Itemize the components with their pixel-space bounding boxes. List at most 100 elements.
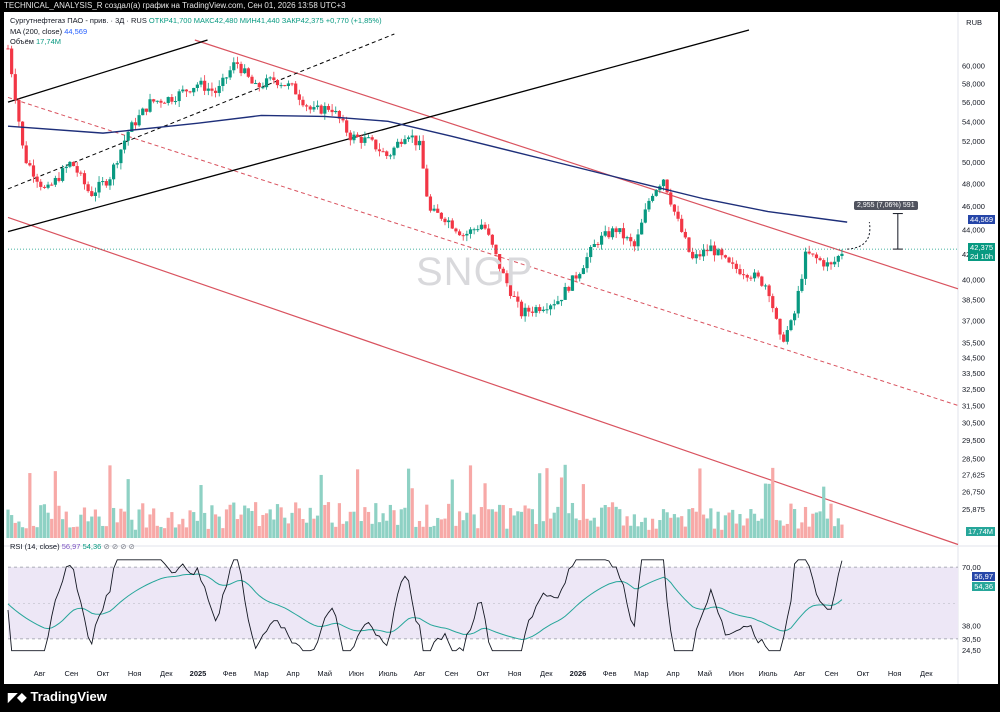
- volume-bar: [694, 511, 698, 538]
- volume-bar: [527, 508, 531, 538]
- candle-body: [173, 101, 178, 103]
- uptrend-mid-dashed-line: [7, 33, 395, 190]
- candle-body: [428, 196, 433, 211]
- legend-ma[interactable]: MA (200, close) 44,569: [10, 27, 87, 37]
- volume-bar: [581, 484, 585, 538]
- candle-body: [39, 181, 43, 187]
- rsi-line: [7, 559, 843, 652]
- candle-body: [152, 99, 156, 102]
- volume-bar: [439, 519, 443, 538]
- time-tick-label: Дек: [920, 669, 933, 678]
- candle-body: [774, 308, 778, 319]
- candle-body: [425, 168, 429, 197]
- volume-bar: [42, 504, 47, 538]
- volume-bar: [465, 512, 469, 538]
- candle-body: [6, 48, 10, 50]
- candle-body: [392, 147, 396, 156]
- chart-panel[interactable]: 60,000 58,000 56,000 54,000 52,000 50,000 48,0…: [4, 12, 998, 684]
- measure-tooltip: 2,955 (7,06%) 591: [854, 201, 918, 210]
- price-chart-svg[interactable]: 60,000 58,000 56,000 54,000 52,000 50,000 48,0…: [4, 12, 998, 684]
- volume-bar: [650, 518, 655, 538]
- volume-bar: [275, 504, 280, 538]
- candle-body: [31, 165, 36, 177]
- volume-bar: [254, 502, 258, 538]
- candle-body: [272, 77, 276, 81]
- volume-bar: [541, 521, 545, 538]
- candle-body: [581, 268, 585, 275]
- candle-body: [570, 275, 575, 291]
- volume-bar: [221, 528, 225, 538]
- candle-body: [275, 80, 280, 86]
- volume-bar: [516, 511, 520, 538]
- candle-body: [559, 299, 564, 302]
- volume-bar: [749, 509, 753, 538]
- candle-body: [833, 261, 837, 265]
- legend-ohlc: ОТКР41,700 МАКС42,480 МИН41,440 ЗАКР42,3…: [148, 16, 382, 25]
- time-tick-label: Дек: [160, 669, 173, 678]
- volume-bar: [330, 522, 334, 538]
- volume-bar: [308, 507, 312, 538]
- legend-rsi[interactable]: RSI (14, close) 56,97 54,36 ⊘ ⊘ ⊘ ⊘: [10, 542, 135, 552]
- volume-bar: [701, 514, 706, 538]
- volume-bar: [71, 527, 76, 538]
- candle-body: [436, 208, 440, 213]
- candle-body: [104, 181, 108, 186]
- candle-body: [807, 251, 811, 254]
- volume-bar: [159, 526, 163, 538]
- volume-bar: [734, 523, 738, 538]
- currency-label[interactable]: RUB: [966, 18, 982, 27]
- candles-group: [6, 44, 844, 345]
- candle-body: [42, 186, 47, 188]
- volume-bar: [796, 528, 800, 538]
- volume-bar: [239, 514, 243, 538]
- volume-bar: [155, 525, 159, 538]
- volume-bar: [337, 503, 341, 538]
- time-tick-label: 2026: [570, 669, 587, 678]
- candle-body: [359, 136, 363, 143]
- volume-bar: [447, 503, 451, 538]
- candle-body: [523, 307, 527, 317]
- volume-bar: [257, 526, 261, 538]
- candle-body: [217, 85, 221, 93]
- candle-body: [406, 137, 411, 140]
- volume-bar: [305, 522, 309, 538]
- volume-bar: [104, 526, 108, 538]
- candle-body: [822, 260, 826, 267]
- volume-bar: [450, 479, 454, 538]
- volume-bar: [166, 517, 170, 538]
- price-tick-label: 56,000: [962, 98, 985, 107]
- volume-bar: [39, 505, 43, 538]
- candle-body: [228, 70, 232, 78]
- volume-bar: [203, 512, 207, 538]
- volume-bar: [195, 520, 199, 538]
- candle-body: [192, 87, 196, 93]
- time-tick-label: Сен: [64, 669, 78, 678]
- tradingview-footer[interactable]: ◤◆ TradingView: [8, 686, 107, 708]
- volume-bar: [567, 513, 571, 538]
- candle-body: [352, 134, 356, 141]
- price-tick-label: 40,000: [962, 276, 985, 285]
- volume-bar: [246, 508, 250, 538]
- candle-body: [818, 258, 822, 261]
- volume-bar: [559, 477, 564, 538]
- candle-body: [661, 179, 666, 187]
- volume-bar: [250, 510, 254, 538]
- volume-bar: [130, 519, 134, 538]
- candle-body: [494, 244, 498, 255]
- legend-symbol[interactable]: Сургутнефтегаз ПАО - прив. · 3Д · RUS ОТ…: [10, 16, 382, 26]
- volume-bar: [162, 528, 167, 538]
- legend-rsi-settings-icons[interactable]: ⊘ ⊘ ⊘ ⊘: [103, 542, 135, 551]
- candle-body: [35, 176, 39, 182]
- volume-bar: [363, 507, 367, 538]
- candle-body: [756, 272, 760, 277]
- candle-body: [763, 285, 768, 287]
- volume-bar: [133, 529, 138, 538]
- volume-bar: [177, 524, 181, 538]
- candle-body: [141, 108, 145, 116]
- legend-volume[interactable]: Объём 17,74M: [10, 37, 61, 47]
- candle-body: [137, 115, 141, 126]
- candle-body: [370, 137, 374, 140]
- candle-body: [294, 83, 298, 95]
- chart-author-title: TECHNICAL_ANALYSIS_R создал(а) график на…: [4, 1, 346, 10]
- candle-body: [552, 304, 556, 306]
